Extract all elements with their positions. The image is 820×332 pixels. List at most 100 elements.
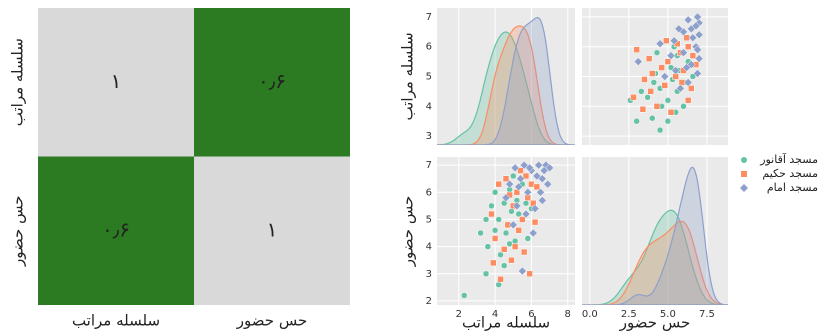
x-tick-label: 7.5 — [699, 309, 715, 320]
point — [495, 281, 502, 288]
x-axis-label: حس حضور — [619, 314, 690, 332]
point — [650, 79, 658, 86]
point — [500, 262, 508, 269]
point — [517, 167, 524, 174]
y-axis-label: حس حضور — [399, 196, 417, 267]
point — [506, 240, 513, 248]
point — [534, 160, 544, 170]
y-category-label: حس حضور — [9, 196, 27, 267]
point — [680, 103, 687, 110]
kde-area — [437, 16, 575, 145]
point — [490, 259, 497, 267]
point — [516, 174, 525, 184]
legend-label: مسجد امام — [767, 181, 818, 194]
heat-cell — [38, 156, 194, 305]
point — [484, 243, 492, 250]
point — [523, 187, 533, 197]
legend-label: مسجد حکیم — [762, 167, 818, 180]
point — [524, 235, 532, 242]
point — [501, 193, 511, 203]
x-tick-label: 2 — [456, 309, 462, 320]
point — [693, 69, 702, 78]
point — [491, 189, 499, 196]
point — [633, 46, 640, 53]
point — [482, 270, 490, 278]
point — [656, 126, 664, 134]
point — [530, 204, 540, 213]
cell-label: ۱ — [111, 69, 122, 93]
panel — [437, 16, 575, 145]
point — [511, 237, 519, 245]
x-category-label: حس حضور — [236, 312, 307, 330]
point — [653, 49, 661, 56]
point — [693, 45, 702, 55]
point — [688, 85, 695, 92]
point — [510, 163, 520, 173]
x-tick-label: 4 — [492, 309, 498, 320]
point — [689, 52, 697, 59]
point — [649, 114, 656, 122]
point — [691, 21, 701, 31]
y-tick-label: 6 — [426, 187, 432, 198]
point — [491, 227, 499, 234]
point — [682, 63, 691, 72]
point — [661, 82, 669, 89]
point — [694, 30, 704, 40]
y-tick-label: 5 — [426, 72, 432, 83]
point — [639, 106, 647, 113]
point — [683, 78, 693, 87]
point — [653, 103, 661, 110]
x-tick-label: 6 — [528, 309, 534, 320]
x-tick-label: 8 — [565, 309, 571, 320]
point — [655, 39, 665, 49]
point — [502, 229, 510, 237]
y-tick-label: 5 — [426, 214, 432, 225]
point — [630, 94, 637, 101]
point — [491, 235, 499, 242]
point — [508, 208, 515, 215]
point — [531, 218, 539, 226]
point — [537, 196, 547, 205]
kde-area — [437, 25, 575, 145]
point — [508, 220, 518, 230]
point — [477, 229, 484, 237]
legend-label: مسجد آقانور — [759, 152, 818, 166]
point — [684, 43, 692, 50]
cell-label: ۱ — [267, 217, 278, 241]
kde-area — [582, 166, 728, 305]
y-tick-label: 7 — [426, 160, 432, 171]
y-tick-label: 7 — [426, 12, 432, 23]
point — [482, 216, 490, 223]
point — [664, 97, 672, 104]
point — [515, 227, 522, 234]
point — [528, 228, 538, 238]
x-category-label: سلسله مراتب — [72, 312, 160, 330]
point — [520, 248, 528, 256]
point — [488, 210, 495, 218]
point — [517, 266, 527, 276]
y-tick-label: 3 — [426, 131, 432, 142]
point — [669, 36, 679, 46]
point — [495, 180, 502, 188]
heat-cell — [194, 156, 350, 305]
point — [633, 117, 640, 125]
point — [664, 117, 672, 125]
point — [526, 270, 533, 278]
x-axis-label: سلسله مراتب — [462, 314, 550, 332]
point — [519, 216, 526, 223]
cell-label: ۰٫۶ — [258, 69, 286, 93]
point — [511, 243, 519, 250]
point — [495, 216, 502, 223]
point — [638, 88, 645, 95]
point — [671, 66, 681, 75]
point — [645, 55, 653, 62]
point — [497, 251, 504, 259]
point — [510, 172, 517, 180]
point — [684, 97, 692, 104]
point — [667, 108, 675, 116]
legend-marker — [740, 184, 748, 192]
x-tick-label: 0.0 — [582, 309, 598, 320]
point — [679, 48, 688, 58]
panel — [460, 160, 554, 299]
